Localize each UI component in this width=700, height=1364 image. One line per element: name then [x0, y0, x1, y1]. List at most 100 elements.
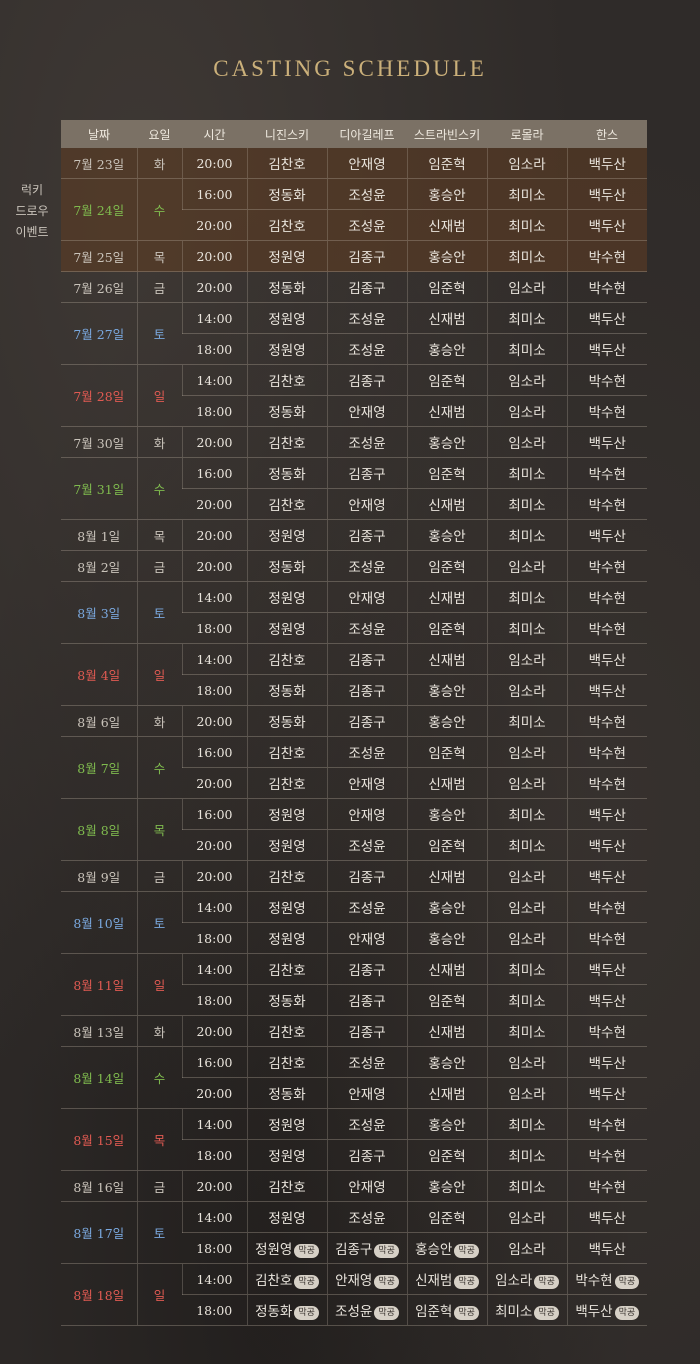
cast-name: 김종구	[348, 653, 386, 669]
table-row: 8월 18일 일 14:00 김찬호 막공 안재영 막공 신재범 막공 임소라 막공 박수현 막공	[61, 1263, 647, 1326]
time-cell: 14:00	[181, 953, 247, 985]
cast-cell: 정동화	[246, 178, 327, 210]
cast-cell: 홍승안	[406, 705, 487, 737]
cast-cell: 최미소	[486, 209, 567, 241]
table-row: 8월 10일 토 14:00 정원영 조성윤 홍승안 임소라 박수현	[61, 891, 647, 954]
table-row: 8월 11일 일 14:00 김찬호 김종구 신재범 최미소 백두산	[61, 953, 647, 1016]
cast-cell: 박수현	[566, 1139, 647, 1171]
cast-name: 임소라	[508, 436, 546, 452]
cast-cell: 임준혁	[406, 984, 487, 1016]
lucky-draw-line: 드로우	[15, 204, 49, 218]
cast-cell: 최미소	[486, 798, 567, 830]
cast-name: 정동화	[268, 994, 306, 1010]
cast-name: 김찬호	[268, 374, 306, 390]
date-cell: 8월 6일	[61, 705, 137, 737]
cast-cell: 정원영	[246, 240, 327, 272]
table-row: 8월 16일 금 20:00 김찬호 안재영 홍승안 최미소 박수현	[61, 1170, 647, 1202]
cast-name: 김찬호	[268, 870, 306, 886]
cast-name: 임준혁	[415, 1304, 453, 1320]
table-row: 7월 27일 토 14:00 정원영 조성윤 신재범 최미소 백두산	[61, 302, 647, 365]
cast-name: 임소라	[508, 870, 546, 886]
cast-cell: 최미소	[486, 953, 567, 985]
cast-cell: 안재영	[326, 1077, 407, 1109]
table-row: 18:00 정동화 막공 조성윤 막공 임준혁 막공 최미소 막공 백두산 막공	[61, 1294, 647, 1326]
lucky-draw-line: 이벤트	[15, 225, 49, 239]
table-row: 7월 24일 수 16:00 정동화 조성윤 홍승안 최미소 백두산	[61, 178, 647, 241]
cast-cell: 김종구	[326, 674, 407, 706]
cast-cell: 정동화	[246, 550, 327, 582]
cast-cell: 임소라	[486, 1232, 567, 1264]
cast-cell: 박수현	[566, 705, 647, 737]
cast-name: 조성윤	[348, 343, 386, 359]
cast-cell: 김종구	[326, 457, 407, 489]
cast-cell: 최미소	[486, 333, 567, 365]
time-cell: 20:00	[182, 829, 247, 861]
cast-name: 백두산	[588, 684, 626, 700]
cast-name: 김종구	[348, 963, 386, 979]
date-cell: 8월 11일	[61, 953, 137, 1016]
cast-cell: 조성윤	[326, 178, 407, 210]
cast-name: 김종구	[335, 1242, 373, 1258]
cast-cell: 신재범	[406, 643, 487, 675]
cast-name: 정동화	[268, 281, 306, 297]
cast-name: 안재영	[348, 932, 386, 948]
last-show-badge: 막공	[614, 1306, 640, 1320]
cast-cell: 홍승안	[406, 922, 487, 954]
cast-name: 임소라	[508, 653, 546, 669]
table-row: 20:00 김찬호 조성윤 신재범 최미소 백두산	[61, 209, 647, 241]
cast-name: 신재범	[428, 963, 466, 979]
cast-name: 임소라	[508, 405, 546, 421]
cast-name: 박수현	[588, 901, 626, 917]
cast-name: 조성윤	[348, 312, 386, 328]
cast-cell: 박수현	[566, 922, 647, 954]
weekday-cell: 화	[136, 148, 182, 179]
cast-cell: 조성윤	[326, 1108, 407, 1140]
cast-name: 안재영	[348, 1087, 386, 1103]
cast-cell: 김찬호	[246, 488, 327, 520]
cast-name: 박수현	[575, 1273, 613, 1289]
cast-name: 최미소	[508, 808, 546, 824]
cast-name: 조성윤	[348, 1056, 386, 1072]
cast-cell: 박수현	[566, 612, 647, 644]
cast-cell: 박수현	[566, 767, 647, 799]
cast-name: 백두산	[588, 312, 626, 328]
cast-cell: 김종구	[326, 1139, 407, 1171]
time-cell: 14:00	[181, 891, 247, 923]
cast-cell: 조성윤	[326, 1201, 407, 1233]
cast-name: 신재범	[428, 1087, 466, 1103]
cast-cell: 백두산	[566, 148, 647, 179]
cast-name: 임소라	[508, 777, 546, 793]
cast-cell: 임소라	[486, 922, 567, 954]
cast-name: 김찬호	[268, 436, 306, 452]
weekday-cell: 일	[136, 643, 182, 706]
cast-cell: 안재영	[326, 1170, 407, 1202]
table-row: 7월 28일 일 14:00 김찬호 김종구 임준혁 임소라 박수현	[61, 364, 647, 427]
cast-cell: 조성윤 막공	[326, 1294, 407, 1326]
cast-name: 김종구	[348, 1025, 386, 1041]
cast-cell: 최미소 막공	[486, 1294, 567, 1326]
cast-name: 정동화	[268, 1087, 306, 1103]
cast-cell: 조성윤	[326, 829, 407, 861]
table-row: 8월 14일 수 16:00 김찬호 조성윤 홍승안 임소라 백두산	[61, 1046, 647, 1109]
cast-name: 백두산	[588, 963, 626, 979]
cast-cell: 임준혁 막공	[406, 1294, 487, 1326]
cast-name: 임준혁	[428, 1149, 466, 1165]
weekday-cell: 금	[136, 550, 182, 582]
cast-cell: 임준혁	[406, 612, 487, 644]
cast-cell: 김찬호	[246, 209, 327, 241]
cast-cell: 안재영	[326, 922, 407, 954]
cast-name: 박수현	[588, 250, 626, 266]
cast-name: 임소라	[508, 281, 546, 297]
cast-name: 정동화	[268, 467, 306, 483]
cast-name: 조성윤	[348, 1118, 386, 1134]
cast-name: 조성윤	[348, 1211, 386, 1227]
date-cell: 8월 4일	[61, 643, 137, 706]
cast-cell: 신재범	[406, 209, 487, 241]
cast-name: 정원영	[268, 250, 306, 266]
date-cell: 7월 25일	[61, 240, 137, 272]
cast-name: 백두산	[588, 188, 626, 204]
cast-name: 홍승안	[428, 932, 466, 948]
time-cell: 20:00	[181, 148, 247, 179]
date-cell: 7월 28일	[61, 364, 137, 427]
cast-cell: 임소라	[486, 395, 567, 427]
